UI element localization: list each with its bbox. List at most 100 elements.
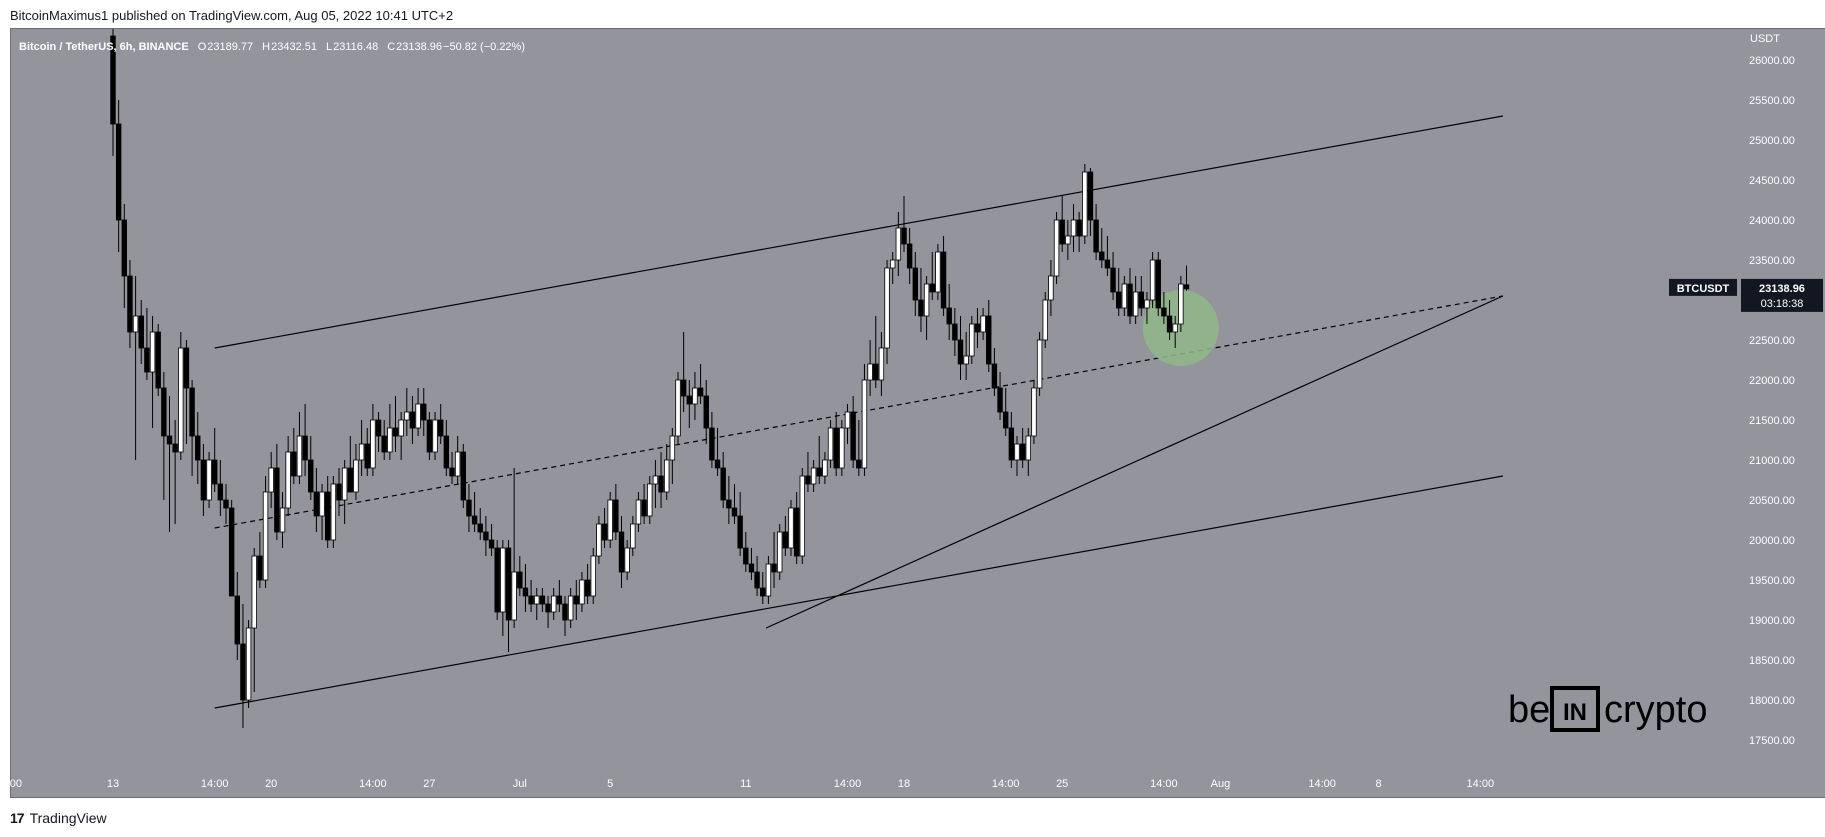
candle[interactable] xyxy=(1065,220,1071,260)
candle[interactable] xyxy=(788,500,794,556)
candle[interactable] xyxy=(375,412,382,452)
candle[interactable] xyxy=(522,564,529,612)
candle[interactable] xyxy=(1087,168,1094,236)
candle[interactable] xyxy=(906,228,913,284)
candle[interactable] xyxy=(534,588,540,620)
candle[interactable] xyxy=(1014,436,1020,476)
candle[interactable] xyxy=(127,260,133,348)
candle[interactable] xyxy=(341,460,348,524)
candle[interactable] xyxy=(517,556,523,596)
candle[interactable] xyxy=(1008,412,1015,468)
candle[interactable] xyxy=(1104,236,1111,276)
candle[interactable] xyxy=(1025,428,1031,476)
candle[interactable] xyxy=(1053,212,1060,284)
candle[interactable] xyxy=(974,308,981,348)
candle[interactable] xyxy=(268,452,274,508)
candle[interactable] xyxy=(132,276,139,460)
candle[interactable] xyxy=(392,396,399,452)
candle[interactable] xyxy=(805,452,811,492)
candle[interactable] xyxy=(957,316,964,380)
candle[interactable] xyxy=(997,372,1003,420)
candle[interactable] xyxy=(839,420,845,476)
candle[interactable] xyxy=(206,452,212,508)
candle[interactable] xyxy=(963,332,969,380)
candle[interactable] xyxy=(641,484,647,524)
candle[interactable] xyxy=(647,476,653,524)
candle[interactable] xyxy=(709,412,715,468)
candle[interactable] xyxy=(370,404,376,476)
candle[interactable] xyxy=(991,348,998,396)
candle[interactable] xyxy=(573,580,579,620)
candle[interactable] xyxy=(539,588,546,612)
candle[interactable] xyxy=(121,204,127,308)
candle[interactable] xyxy=(387,404,393,460)
candle[interactable] xyxy=(1019,428,1026,468)
candle[interactable] xyxy=(726,476,732,524)
candle[interactable] xyxy=(460,444,466,508)
candle[interactable] xyxy=(1003,388,1009,436)
candle[interactable] xyxy=(454,436,461,484)
candle[interactable] xyxy=(969,316,975,364)
candle[interactable] xyxy=(1166,300,1173,340)
candle[interactable] xyxy=(850,396,856,468)
candle[interactable] xyxy=(652,460,659,508)
candle[interactable] xyxy=(912,252,918,316)
candle[interactable] xyxy=(980,308,986,340)
candle[interactable] xyxy=(827,420,834,468)
candle[interactable] xyxy=(488,524,495,556)
candle[interactable] xyxy=(579,572,585,612)
candle[interactable] xyxy=(884,260,890,364)
candle[interactable] xyxy=(686,380,692,428)
candle[interactable] xyxy=(149,316,156,428)
candle[interactable] xyxy=(398,412,404,460)
candle[interactable] xyxy=(833,412,839,476)
candle[interactable] xyxy=(940,236,947,316)
candle[interactable] xyxy=(364,428,370,476)
candle[interactable] xyxy=(810,460,817,492)
candle[interactable] xyxy=(511,468,517,628)
candle[interactable] xyxy=(873,316,879,388)
candle[interactable] xyxy=(240,604,246,728)
candle[interactable] xyxy=(771,532,777,588)
candle[interactable] xyxy=(777,524,783,580)
candle[interactable] xyxy=(867,340,873,396)
candle[interactable] xyxy=(664,444,670,500)
candle[interactable] xyxy=(1178,276,1184,332)
candle[interactable] xyxy=(1144,292,1150,324)
trendline-ascending-support[interactable] xyxy=(765,295,1504,629)
candle[interactable] xyxy=(415,388,421,436)
candle[interactable] xyxy=(697,364,704,404)
trendline-channel-top[interactable] xyxy=(214,115,1504,349)
candle[interactable] xyxy=(308,436,314,500)
candle[interactable] xyxy=(782,516,789,556)
candle[interactable] xyxy=(161,372,167,500)
candle[interactable] xyxy=(856,420,862,476)
candle[interactable] xyxy=(336,468,342,516)
candle[interactable] xyxy=(279,492,286,548)
candle[interactable] xyxy=(257,532,263,588)
candle[interactable] xyxy=(172,420,178,524)
candle[interactable] xyxy=(890,252,896,284)
candle[interactable] xyxy=(1070,204,1077,252)
candle[interactable] xyxy=(1082,164,1088,244)
candle[interactable] xyxy=(228,500,235,597)
candle[interactable] xyxy=(675,372,681,444)
candle[interactable] xyxy=(144,308,150,380)
candle[interactable] xyxy=(195,412,201,484)
candle[interactable] xyxy=(421,388,427,436)
candle[interactable] xyxy=(822,452,828,484)
candle[interactable] xyxy=(567,588,574,628)
candle[interactable] xyxy=(466,484,472,532)
candle[interactable] xyxy=(1149,252,1156,308)
candle[interactable] xyxy=(1076,212,1082,252)
candle[interactable] xyxy=(918,268,924,332)
candle[interactable] xyxy=(748,548,755,580)
candle[interactable] xyxy=(737,492,743,556)
candle[interactable] xyxy=(1031,380,1037,444)
candle[interactable] xyxy=(929,252,935,300)
candle[interactable] xyxy=(1172,316,1178,348)
candle[interactable] xyxy=(1048,260,1054,316)
candle[interactable] xyxy=(669,428,676,484)
candle[interactable] xyxy=(302,404,308,476)
candle[interactable] xyxy=(1138,276,1144,316)
